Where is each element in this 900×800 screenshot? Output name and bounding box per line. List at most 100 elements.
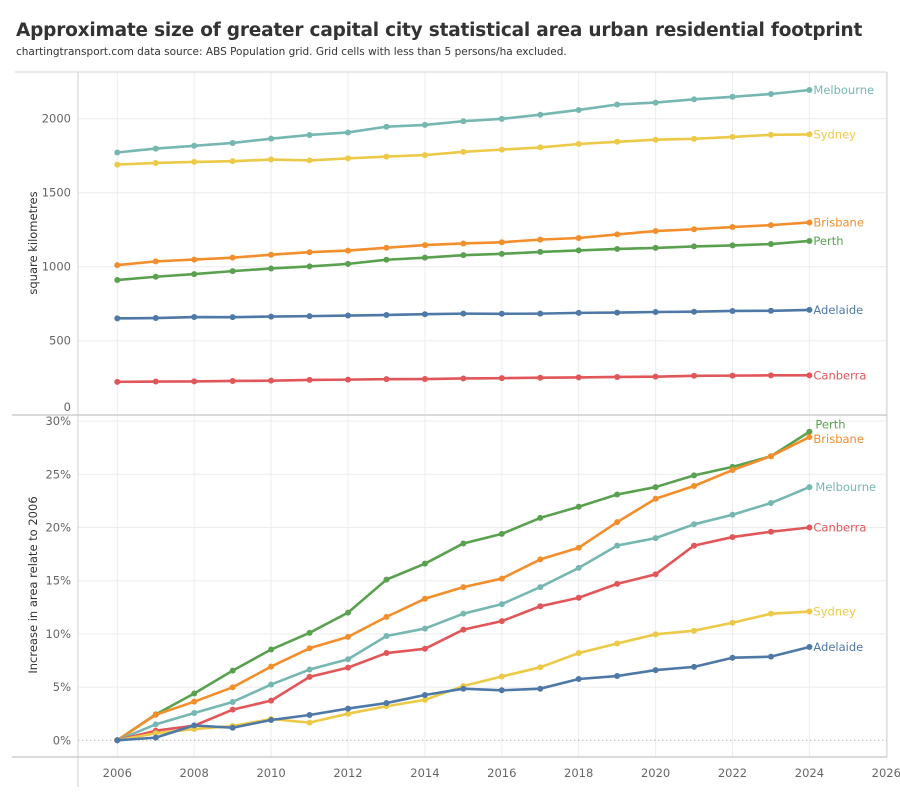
top-label-perth: Perth: [813, 234, 843, 248]
bottom-point-melbourne-2011: [306, 666, 313, 673]
top-point-perth-2022: [729, 242, 736, 249]
top-label-brisbane: Brisbane: [813, 215, 864, 229]
top-point-canberra-2019: [614, 373, 621, 380]
bottom-point-brisbane-2008: [191, 698, 198, 705]
top-point-sydney-2023: [767, 131, 774, 138]
bottom-point-canberra-2023: [767, 528, 774, 535]
bottom-point-melbourne-2008: [191, 709, 198, 716]
bottom-point-melbourne-2013: [383, 633, 390, 640]
bottom-point-melbourne-2020: [652, 535, 659, 542]
bottom-point-adelaide-2007: [152, 734, 159, 741]
top-point-adelaide-2015: [460, 310, 467, 317]
top-point-canberra-2018: [575, 374, 582, 381]
top-point-perth-2007: [152, 273, 159, 280]
top-point-sydney-2019: [614, 138, 621, 145]
top-point-canberra-2013: [383, 376, 390, 383]
bottom-point-adelaide-2009: [229, 724, 236, 731]
top-point-melbourne-2009: [229, 139, 236, 146]
bottom-point-melbourne-2024: [806, 484, 813, 491]
top-point-adelaide-2016: [498, 310, 505, 317]
top-point-adelaide-2006: [114, 315, 121, 322]
bottom-point-perth-2010: [268, 646, 275, 653]
top-point-canberra-2008: [191, 378, 198, 385]
top-point-sydney-2007: [152, 159, 159, 166]
bottom-point-canberra-2015: [460, 626, 467, 633]
top-point-canberra-2014: [421, 376, 428, 383]
bottom-point-sydney-2017: [537, 664, 544, 671]
top-point-brisbane-2022: [729, 224, 736, 231]
top-point-melbourne-2006: [114, 149, 121, 156]
top-point-perth-2023: [767, 241, 774, 248]
top-point-brisbane-2023: [767, 222, 774, 229]
bottom-chart-gridlines: [78, 415, 887, 757]
bottom-point-sydney-2007: [152, 730, 159, 737]
top-point-sydney-2022: [729, 133, 736, 140]
bottom-point-melbourne-2022: [729, 511, 736, 518]
top-point-melbourne-2021: [691, 96, 698, 103]
x-tick-label: 2014: [410, 766, 439, 780]
chart-title: Approximate size of greater capital city…: [16, 20, 863, 41]
top-chart-gridlines: [78, 72, 887, 415]
bottom-point-sydney-2012: [345, 710, 351, 717]
x-tick-label: 2008: [180, 766, 209, 780]
top-point-adelaide-2024: [806, 306, 813, 313]
bottom-point-perth-2013: [383, 576, 390, 583]
bottom-point-sydney-2016: [498, 673, 505, 680]
top-point-adelaide-2008: [191, 314, 198, 321]
top-point-sydney-2021: [691, 135, 698, 142]
bottom-point-adelaide-2022: [729, 654, 736, 661]
top-point-brisbane-2010: [268, 251, 275, 258]
bottom-point-adelaide-2017: [537, 685, 544, 692]
bottom-point-melbourne-2021: [691, 521, 698, 528]
top-point-adelaide-2017: [537, 310, 544, 317]
top-y-tick-label: 1500: [42, 186, 71, 200]
bottom-y-tick-label: 20%: [45, 521, 71, 535]
top-point-perth-2008: [191, 271, 198, 278]
bottom-point-canberra-2017: [537, 603, 544, 610]
bottom-y-tick-label: 5%: [53, 680, 71, 694]
bottom-point-perth-2009: [229, 667, 236, 674]
bottom-point-adelaide-2023: [767, 653, 774, 660]
bottom-point-adelaide-2021: [691, 663, 698, 670]
bottom-line-adelaide: [117, 645, 810, 742]
top-point-brisbane-2016: [498, 239, 505, 246]
top-point-sydney-2008: [191, 158, 198, 165]
bottom-point-brisbane-2022: [729, 467, 736, 474]
top-point-brisbane-2015: [460, 240, 467, 247]
bottom-point-sydney-2014: [421, 696, 428, 703]
top-point-perth-2011: [306, 263, 313, 270]
top-point-brisbane-2007: [152, 258, 159, 265]
bottom-point-adelaide-2012: [345, 705, 351, 712]
top-point-sydney-2014: [421, 152, 428, 159]
top-label-adelaide: Adelaide: [813, 303, 863, 317]
bottom-point-canberra-2020: [652, 571, 659, 578]
top-point-canberra-2017: [537, 374, 544, 381]
top-point-brisbane-2021: [691, 226, 698, 233]
top-point-brisbane-2020: [652, 228, 659, 235]
top-point-brisbane-2017: [537, 236, 544, 243]
top-point-perth-2020: [652, 244, 659, 251]
top-y-tick-label: 500: [49, 334, 71, 348]
top-point-adelaide-2023: [767, 307, 774, 314]
top-point-adelaide-2020: [652, 308, 659, 315]
top-point-adelaide-2018: [575, 309, 582, 316]
top-point-canberra-2021: [691, 372, 698, 379]
top-y-axis-title: square kilometres: [26, 191, 40, 294]
top-point-adelaide-2012: [345, 312, 351, 319]
bottom-point-canberra-2016: [498, 618, 505, 625]
bottom-point-adelaide-2014: [421, 691, 428, 698]
top-y-tick-label: 2000: [42, 112, 71, 126]
top-point-brisbane-2013: [383, 244, 390, 251]
bottom-y-tick-label: 0%: [53, 733, 71, 747]
bottom-y-tick-label: 25%: [45, 467, 71, 481]
bottom-point-brisbane-2019: [614, 519, 621, 526]
bottom-point-sydney-2011: [306, 719, 313, 726]
bottom-point-melbourne-2007: [152, 721, 159, 728]
top-point-perth-2021: [691, 243, 698, 250]
top-point-sydney-2011: [306, 157, 313, 164]
bottom-point-melbourne-2010: [268, 681, 275, 688]
top-y-tick-label: 0: [64, 400, 71, 414]
top-point-adelaide-2021: [691, 308, 698, 315]
